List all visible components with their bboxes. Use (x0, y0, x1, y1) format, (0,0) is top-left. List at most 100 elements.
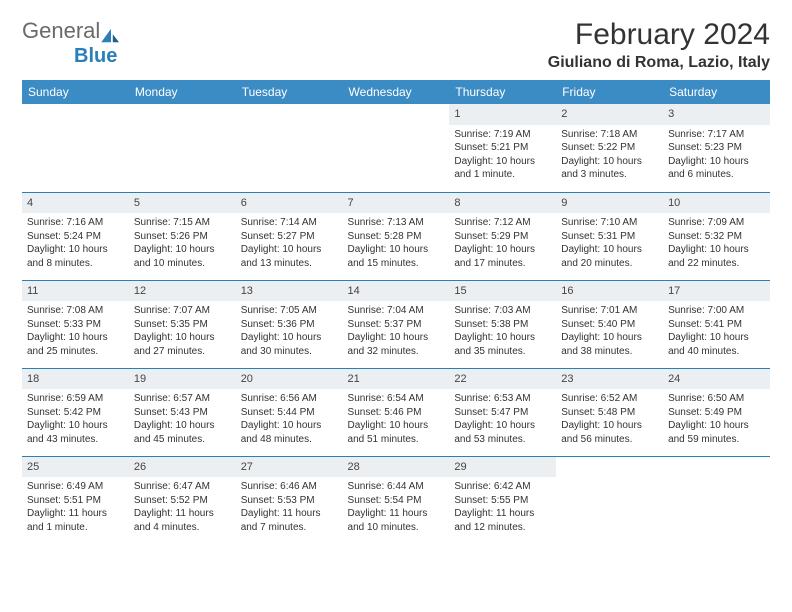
sunrise-text: Sunrise: 6:54 AM (348, 392, 445, 406)
month-title: February 2024 (548, 18, 770, 52)
calendar-week-row: 25Sunrise: 6:49 AMSunset: 5:51 PMDayligh… (22, 456, 770, 544)
weekday-header: Monday (129, 80, 236, 104)
sunrise-text: Sunrise: 7:00 AM (668, 304, 765, 318)
calendar-day-cell: 26Sunrise: 6:47 AMSunset: 5:52 PMDayligh… (129, 456, 236, 544)
sunrise-text: Sunrise: 7:18 AM (561, 128, 658, 142)
sunset-text: Sunset: 5:42 PM (27, 406, 124, 420)
day-details: Sunrise: 7:13 AMSunset: 5:28 PMDaylight:… (343, 213, 450, 276)
daylight-text: Daylight: 10 hours and 30 minutes. (241, 331, 338, 358)
sunset-text: Sunset: 5:51 PM (27, 494, 124, 508)
day-details: Sunrise: 7:01 AMSunset: 5:40 PMDaylight:… (556, 301, 663, 364)
day-details: Sunrise: 6:53 AMSunset: 5:47 PMDaylight:… (449, 389, 556, 452)
sunset-text: Sunset: 5:23 PM (668, 141, 765, 155)
daylight-text: Daylight: 10 hours and 1 minute. (454, 155, 551, 182)
calendar-week-row: 11Sunrise: 7:08 AMSunset: 5:33 PMDayligh… (22, 280, 770, 368)
calendar-day-cell: 27Sunrise: 6:46 AMSunset: 5:53 PMDayligh… (236, 456, 343, 544)
sunrise-text: Sunrise: 6:53 AM (454, 392, 551, 406)
day-number: 24 (663, 369, 770, 390)
calendar-body: 1Sunrise: 7:19 AMSunset: 5:21 PMDaylight… (22, 104, 770, 544)
calendar-day-cell: 3Sunrise: 7:17 AMSunset: 5:23 PMDaylight… (663, 104, 770, 192)
calendar-day-cell: 16Sunrise: 7:01 AMSunset: 5:40 PMDayligh… (556, 280, 663, 368)
sunset-text: Sunset: 5:55 PM (454, 494, 551, 508)
day-details: Sunrise: 6:49 AMSunset: 5:51 PMDaylight:… (22, 477, 129, 540)
calendar-day-cell (22, 104, 129, 192)
sunset-text: Sunset: 5:49 PM (668, 406, 765, 420)
calendar-day-cell: 2Sunrise: 7:18 AMSunset: 5:22 PMDaylight… (556, 104, 663, 192)
day-number: 6 (236, 193, 343, 214)
calendar-day-cell: 1Sunrise: 7:19 AMSunset: 5:21 PMDaylight… (449, 104, 556, 192)
calendar-day-cell: 18Sunrise: 6:59 AMSunset: 5:42 PMDayligh… (22, 368, 129, 456)
day-number: 17 (663, 281, 770, 302)
calendar-day-cell: 5Sunrise: 7:15 AMSunset: 5:26 PMDaylight… (129, 192, 236, 280)
daylight-text: Daylight: 10 hours and 20 minutes. (561, 243, 658, 270)
sunset-text: Sunset: 5:40 PM (561, 318, 658, 332)
daylight-text: Daylight: 10 hours and 25 minutes. (27, 331, 124, 358)
sunrise-text: Sunrise: 7:08 AM (27, 304, 124, 318)
day-number: 11 (22, 281, 129, 302)
daylight-text: Daylight: 10 hours and 27 minutes. (134, 331, 231, 358)
calendar-day-cell: 13Sunrise: 7:05 AMSunset: 5:36 PMDayligh… (236, 280, 343, 368)
day-details: Sunrise: 7:18 AMSunset: 5:22 PMDaylight:… (556, 125, 663, 188)
calendar-day-cell: 25Sunrise: 6:49 AMSunset: 5:51 PMDayligh… (22, 456, 129, 544)
sunset-text: Sunset: 5:27 PM (241, 230, 338, 244)
calendar-day-cell (236, 104, 343, 192)
sunset-text: Sunset: 5:36 PM (241, 318, 338, 332)
logo-text-1: General (22, 18, 100, 44)
calendar-day-cell: 12Sunrise: 7:07 AMSunset: 5:35 PMDayligh… (129, 280, 236, 368)
daylight-text: Daylight: 11 hours and 12 minutes. (454, 507, 551, 534)
daylight-text: Daylight: 11 hours and 1 minute. (27, 507, 124, 534)
calendar-day-cell (343, 104, 450, 192)
calendar-table: Sunday Monday Tuesday Wednesday Thursday… (22, 80, 770, 544)
sunrise-text: Sunrise: 6:56 AM (241, 392, 338, 406)
day-number: 20 (236, 369, 343, 390)
calendar-day-cell: 15Sunrise: 7:03 AMSunset: 5:38 PMDayligh… (449, 280, 556, 368)
sunset-text: Sunset: 5:21 PM (454, 141, 551, 155)
weekday-header: Friday (556, 80, 663, 104)
sunrise-text: Sunrise: 7:04 AM (348, 304, 445, 318)
sunset-text: Sunset: 5:41 PM (668, 318, 765, 332)
daylight-text: Daylight: 10 hours and 59 minutes. (668, 419, 765, 446)
daylight-text: Daylight: 11 hours and 4 minutes. (134, 507, 231, 534)
sunrise-text: Sunrise: 7:13 AM (348, 216, 445, 230)
weekday-header: Saturday (663, 80, 770, 104)
day-details: Sunrise: 7:17 AMSunset: 5:23 PMDaylight:… (663, 125, 770, 188)
calendar-day-cell (129, 104, 236, 192)
calendar-day-cell: 7Sunrise: 7:13 AMSunset: 5:28 PMDaylight… (343, 192, 450, 280)
weekday-header: Thursday (449, 80, 556, 104)
day-number: 5 (129, 193, 236, 214)
daylight-text: Daylight: 10 hours and 32 minutes. (348, 331, 445, 358)
day-number: 21 (343, 369, 450, 390)
sunset-text: Sunset: 5:46 PM (348, 406, 445, 420)
day-details: Sunrise: 6:50 AMSunset: 5:49 PMDaylight:… (663, 389, 770, 452)
sunrise-text: Sunrise: 7:03 AM (454, 304, 551, 318)
daylight-text: Daylight: 10 hours and 10 minutes. (134, 243, 231, 270)
sunset-text: Sunset: 5:29 PM (454, 230, 551, 244)
calendar-day-cell: 4Sunrise: 7:16 AMSunset: 5:24 PMDaylight… (22, 192, 129, 280)
daylight-text: Daylight: 10 hours and 6 minutes. (668, 155, 765, 182)
sunrise-text: Sunrise: 6:52 AM (561, 392, 658, 406)
sunset-text: Sunset: 5:31 PM (561, 230, 658, 244)
daylight-text: Daylight: 10 hours and 3 minutes. (561, 155, 658, 182)
daylight-text: Daylight: 10 hours and 22 minutes. (668, 243, 765, 270)
daylight-text: Daylight: 11 hours and 10 minutes. (348, 507, 445, 534)
calendar-day-cell: 29Sunrise: 6:42 AMSunset: 5:55 PMDayligh… (449, 456, 556, 544)
day-number: 9 (556, 193, 663, 214)
day-details: Sunrise: 7:19 AMSunset: 5:21 PMDaylight:… (449, 125, 556, 188)
calendar-day-cell (556, 456, 663, 544)
sunset-text: Sunset: 5:35 PM (134, 318, 231, 332)
calendar-day-cell: 14Sunrise: 7:04 AMSunset: 5:37 PMDayligh… (343, 280, 450, 368)
sunrise-text: Sunrise: 7:17 AM (668, 128, 765, 142)
day-number: 7 (343, 193, 450, 214)
day-number: 4 (22, 193, 129, 214)
daylight-text: Daylight: 10 hours and 43 minutes. (27, 419, 124, 446)
sunset-text: Sunset: 5:53 PM (241, 494, 338, 508)
calendar-day-cell: 20Sunrise: 6:56 AMSunset: 5:44 PMDayligh… (236, 368, 343, 456)
sunrise-text: Sunrise: 7:16 AM (27, 216, 124, 230)
day-details: Sunrise: 6:59 AMSunset: 5:42 PMDaylight:… (22, 389, 129, 452)
day-number: 8 (449, 193, 556, 214)
sunrise-text: Sunrise: 7:10 AM (561, 216, 658, 230)
sunrise-text: Sunrise: 7:15 AM (134, 216, 231, 230)
day-details: Sunrise: 6:52 AMSunset: 5:48 PMDaylight:… (556, 389, 663, 452)
day-details: Sunrise: 7:16 AMSunset: 5:24 PMDaylight:… (22, 213, 129, 276)
logo-text-2: Blue (74, 45, 117, 67)
